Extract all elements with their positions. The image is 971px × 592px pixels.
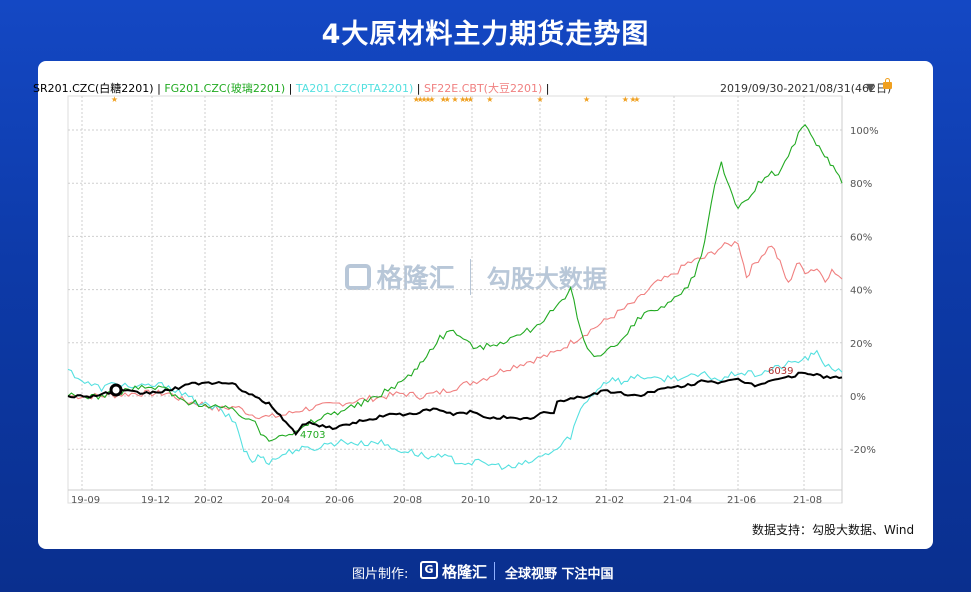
chart-panel xyxy=(38,61,933,549)
x-tick-label: 20-10 xyxy=(461,495,490,506)
event-star-icon: ★ xyxy=(583,95,590,104)
footer: 图片制作: G 格隆汇 全球视野 下注中国 xyxy=(0,560,971,584)
legend-sep-4: | xyxy=(545,82,550,95)
event-star-icon: ★ xyxy=(467,95,474,104)
page-title: 4大原材料主力期货走势图 xyxy=(321,19,650,50)
event-star-icon: ★ xyxy=(463,95,470,104)
grid xyxy=(67,95,843,504)
event-star-icon: ★ xyxy=(420,95,427,104)
x-tick-label: 21-08 xyxy=(793,495,822,506)
plot-frame xyxy=(67,95,843,504)
x-tick-label: 20-08 xyxy=(393,495,422,506)
series-line-ta xyxy=(67,349,843,471)
dropdown-triangle-icon[interactable]: ▼ xyxy=(866,81,875,94)
annotations: 4703 6039 xyxy=(300,366,793,441)
event-star-icon: ★ xyxy=(417,95,424,104)
lock-icon[interactable] xyxy=(883,78,892,89)
event-star-icon: ★ xyxy=(622,95,629,104)
y-tick-label: 100% xyxy=(850,126,879,137)
event-marks: ★ ★★★★★ ★★ ★ ★★★ ★ ★ ★ ★ ★★ xyxy=(111,95,641,104)
event-star-icon: ★ xyxy=(633,95,640,104)
brand-logo-icon: G xyxy=(420,561,438,579)
footer-slogan: 全球视野 下注中国 xyxy=(505,567,614,582)
y-tick-label: 0% xyxy=(850,392,866,403)
series-line-fg xyxy=(67,123,843,442)
legend-ta[interactable]: TA201.CZC(PTA2201) xyxy=(295,82,414,95)
watermark-logo-icon xyxy=(345,263,371,290)
legend-fg[interactable]: FG201.CZC(玻璃2201) xyxy=(164,82,286,95)
y-tick-label: 60% xyxy=(850,232,872,243)
axis-ticks: 100% 80% 60% 40% 20% 0% -20% 19-09 19-12 20-02 20-… xyxy=(71,126,879,506)
event-star-icon: ★ xyxy=(440,95,447,104)
legend-sf[interactable]: SF22E.CBT(大豆2201) xyxy=(423,82,543,95)
event-star-icon: ★ xyxy=(451,95,458,104)
series-lines xyxy=(67,123,843,471)
watermark-brand: 格隆汇 xyxy=(376,264,455,294)
y-tick-label: -20% xyxy=(850,445,876,456)
data-source: 数据支持：勾股大数据、Wind xyxy=(752,523,915,537)
x-tick-label: 19-09 xyxy=(71,495,100,506)
event-star-icon: ★ xyxy=(424,95,431,104)
footer-separator xyxy=(494,562,495,580)
x-tick-label: 20-12 xyxy=(529,495,558,506)
legend-sep-3: | xyxy=(416,82,421,95)
x-tick-label: 20-02 xyxy=(194,495,223,506)
legend: SR201.CZC(白糖2201) | FG201.CZC(玻璃2201) | … xyxy=(33,80,549,96)
annotation-min: 4703 xyxy=(300,430,325,441)
event-star-icon: ★ xyxy=(486,95,493,104)
event-star-icon: ★ xyxy=(444,95,451,104)
x-tick-label: 21-04 xyxy=(663,495,692,506)
watermark-separator xyxy=(470,258,472,295)
legend-sr[interactable]: SR201.CZC(白糖2201) xyxy=(33,82,154,95)
x-tick-label: 20-06 xyxy=(325,495,354,506)
legend-sep-1: | xyxy=(157,82,161,95)
series-line-sf xyxy=(67,240,843,420)
event-star-icon: ★ xyxy=(459,95,466,104)
event-star-icon: ★ xyxy=(537,95,544,104)
x-tick-label: 19-12 xyxy=(141,495,170,506)
legend-sep-2: | xyxy=(288,82,293,95)
watermark: 格隆汇 勾股大数据 xyxy=(345,258,607,295)
made-by-label: 图片制作: xyxy=(352,567,409,582)
date-range[interactable]: 2019/09/30-2021/08/31(462日) xyxy=(720,82,892,95)
x-tick-label: 20-04 xyxy=(261,495,290,506)
event-star-icon: ★ xyxy=(428,95,435,104)
x-tick-label: 21-02 xyxy=(595,495,624,506)
y-tick-label: 40% xyxy=(850,286,872,297)
watermark-data: 勾股大数据 xyxy=(486,265,607,293)
event-star-icon: ★ xyxy=(111,95,118,104)
annotation-max: 6039 xyxy=(768,366,793,377)
y-tick-label: 20% xyxy=(850,339,872,350)
start-marker xyxy=(109,383,123,397)
y-tick-label: 80% xyxy=(850,179,872,190)
footer-brand: 格隆汇 xyxy=(442,563,488,581)
event-star-icon: ★ xyxy=(629,95,636,104)
series-line-sr xyxy=(67,371,843,436)
event-star-icon: ★ xyxy=(413,95,420,104)
x-tick-label: 21-06 xyxy=(727,495,756,506)
